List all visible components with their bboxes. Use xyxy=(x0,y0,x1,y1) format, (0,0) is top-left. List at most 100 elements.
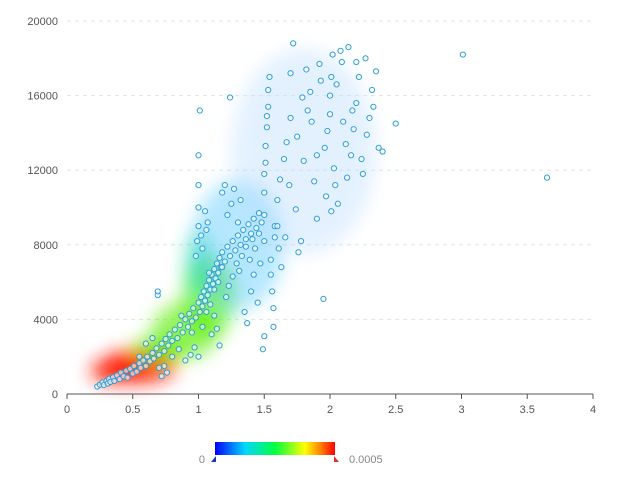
legend-min-handle[interactable] xyxy=(211,456,216,462)
data-point xyxy=(213,260,221,267)
data-point xyxy=(216,342,223,349)
data-point xyxy=(372,68,380,75)
data-point xyxy=(209,280,217,288)
data-point xyxy=(269,288,276,295)
data-point xyxy=(133,368,140,375)
data-point xyxy=(251,245,259,252)
data-point xyxy=(254,299,261,306)
data-point xyxy=(261,189,268,196)
data-point xyxy=(248,230,255,237)
data-point xyxy=(241,308,248,316)
data-point xyxy=(258,219,265,226)
data-point xyxy=(213,325,221,332)
data-point xyxy=(280,155,288,163)
data-point xyxy=(237,241,244,248)
data-point xyxy=(203,226,210,233)
data-point xyxy=(543,174,551,181)
data-point xyxy=(221,258,228,265)
data-point xyxy=(328,73,335,81)
data-point xyxy=(211,286,218,293)
data-point xyxy=(265,86,272,94)
data-point xyxy=(459,51,466,58)
data-point xyxy=(234,219,242,226)
data-point xyxy=(283,139,290,146)
data-point xyxy=(204,292,211,299)
data-point xyxy=(340,118,347,125)
data-point xyxy=(236,267,243,275)
data-point xyxy=(263,113,270,120)
data-point xyxy=(201,297,209,304)
data-point xyxy=(203,282,210,289)
data-point xyxy=(233,260,240,267)
data-point xyxy=(308,118,315,125)
data-point xyxy=(287,70,294,77)
data-point xyxy=(261,333,268,340)
data-point xyxy=(349,107,356,114)
data-point xyxy=(366,114,373,122)
data-point xyxy=(195,152,202,159)
data-point xyxy=(282,234,289,241)
density-blob xyxy=(231,48,377,255)
data-point xyxy=(186,310,193,317)
data-point xyxy=(190,305,197,312)
legend-max-handle[interactable] xyxy=(334,456,339,462)
data-point xyxy=(188,318,196,325)
data-point xyxy=(255,209,263,217)
data-point xyxy=(261,211,268,219)
density-heatmap xyxy=(90,48,377,383)
data-point xyxy=(278,264,285,271)
data-point xyxy=(263,124,270,131)
data-point xyxy=(240,226,247,233)
data-point xyxy=(270,323,277,330)
data-point xyxy=(326,111,334,118)
x-tick-label: 1 xyxy=(195,404,201,416)
data-point xyxy=(304,107,311,114)
data-point xyxy=(201,208,209,215)
data-point xyxy=(162,335,169,343)
data-point xyxy=(175,346,182,353)
data-point xyxy=(140,357,147,364)
data-point xyxy=(326,92,334,99)
x-tick-label: 0 xyxy=(64,404,70,416)
x-tick-label: 4 xyxy=(590,404,596,416)
data-point xyxy=(307,88,314,95)
data-point xyxy=(211,265,218,273)
data-point xyxy=(155,364,163,371)
data-point xyxy=(225,282,232,289)
data-point xyxy=(195,182,202,189)
data-point xyxy=(188,329,196,336)
data-point xyxy=(229,237,236,245)
data-point xyxy=(192,252,199,260)
data-point xyxy=(155,351,163,358)
y-tick-label: 20000 xyxy=(27,16,58,28)
data-point xyxy=(198,232,205,239)
x-tick-label: 3 xyxy=(458,404,464,416)
data-point xyxy=(358,155,365,163)
data-point xyxy=(195,223,202,230)
data-point xyxy=(242,236,249,243)
data-point xyxy=(300,157,307,164)
data-point xyxy=(192,314,199,321)
data-point xyxy=(161,362,168,370)
data-point xyxy=(124,374,131,381)
data-point xyxy=(238,252,245,260)
data-point xyxy=(195,204,202,211)
data-point xyxy=(379,148,386,155)
data-point xyxy=(249,236,256,243)
legend-min-label: 0 xyxy=(199,454,205,466)
data-point xyxy=(226,252,234,260)
data-point xyxy=(178,312,185,319)
data-point xyxy=(299,94,306,101)
data-point xyxy=(111,377,118,385)
data-point xyxy=(166,331,173,338)
data-point xyxy=(230,185,238,192)
data-point xyxy=(203,308,210,316)
data-point xyxy=(290,40,297,47)
data-point xyxy=(255,230,263,237)
data-point xyxy=(250,215,257,222)
data-point xyxy=(171,326,178,333)
data-point xyxy=(176,321,184,329)
x-tick-label: 2.5 xyxy=(388,404,403,416)
data-point xyxy=(359,170,366,178)
data-point xyxy=(317,77,324,84)
